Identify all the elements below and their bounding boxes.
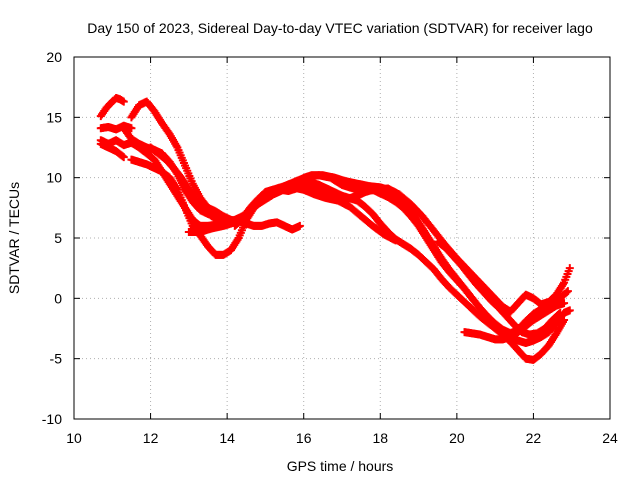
series-track-4 bbox=[96, 139, 128, 162]
y-tick-label: 15 bbox=[46, 109, 62, 125]
data-point bbox=[119, 153, 128, 162]
data-point bbox=[127, 124, 136, 133]
y-axis-label: SDTVAR / TECUs bbox=[6, 182, 22, 294]
y-tick-label: 20 bbox=[46, 49, 62, 65]
y-tick-label: 5 bbox=[54, 230, 62, 246]
series-track-15 bbox=[460, 299, 569, 344]
series-track-13 bbox=[184, 183, 400, 245]
y-tick-label: -10 bbox=[42, 411, 62, 427]
data-point bbox=[391, 236, 400, 245]
series-track-14 bbox=[433, 237, 565, 339]
y-tick-label: 10 bbox=[46, 170, 62, 186]
data-point bbox=[565, 264, 574, 273]
x-tick-label: 22 bbox=[526, 430, 542, 446]
data-point bbox=[560, 299, 569, 308]
x-tick-label: 18 bbox=[372, 430, 388, 446]
axis-ticks: 10 12 14 16 18 20 22 24 -10 -5 0 5 10 15 20 bbox=[42, 49, 618, 446]
chart-title: Day 150 of 2023, Sidereal Day-to-day VTE… bbox=[87, 20, 593, 36]
y-tick-label: -5 bbox=[50, 351, 63, 367]
data-points bbox=[96, 94, 574, 364]
x-tick-label: 20 bbox=[449, 430, 465, 446]
x-tick-label: 10 bbox=[66, 430, 82, 446]
data-point bbox=[555, 309, 564, 318]
data-point bbox=[565, 306, 574, 315]
data-point bbox=[562, 288, 571, 297]
x-tick-label: 12 bbox=[143, 430, 159, 446]
series-track-1 bbox=[96, 94, 128, 121]
y-tick-label: 0 bbox=[54, 290, 62, 306]
data-point bbox=[119, 97, 128, 106]
x-tick-label: 16 bbox=[296, 430, 312, 446]
x-axis-label: GPS time / hours bbox=[287, 458, 394, 474]
data-point bbox=[556, 308, 565, 317]
data-point bbox=[563, 287, 572, 296]
x-tick-label: 14 bbox=[219, 430, 235, 446]
data-point bbox=[295, 221, 304, 230]
x-tick-label: 24 bbox=[602, 430, 618, 446]
